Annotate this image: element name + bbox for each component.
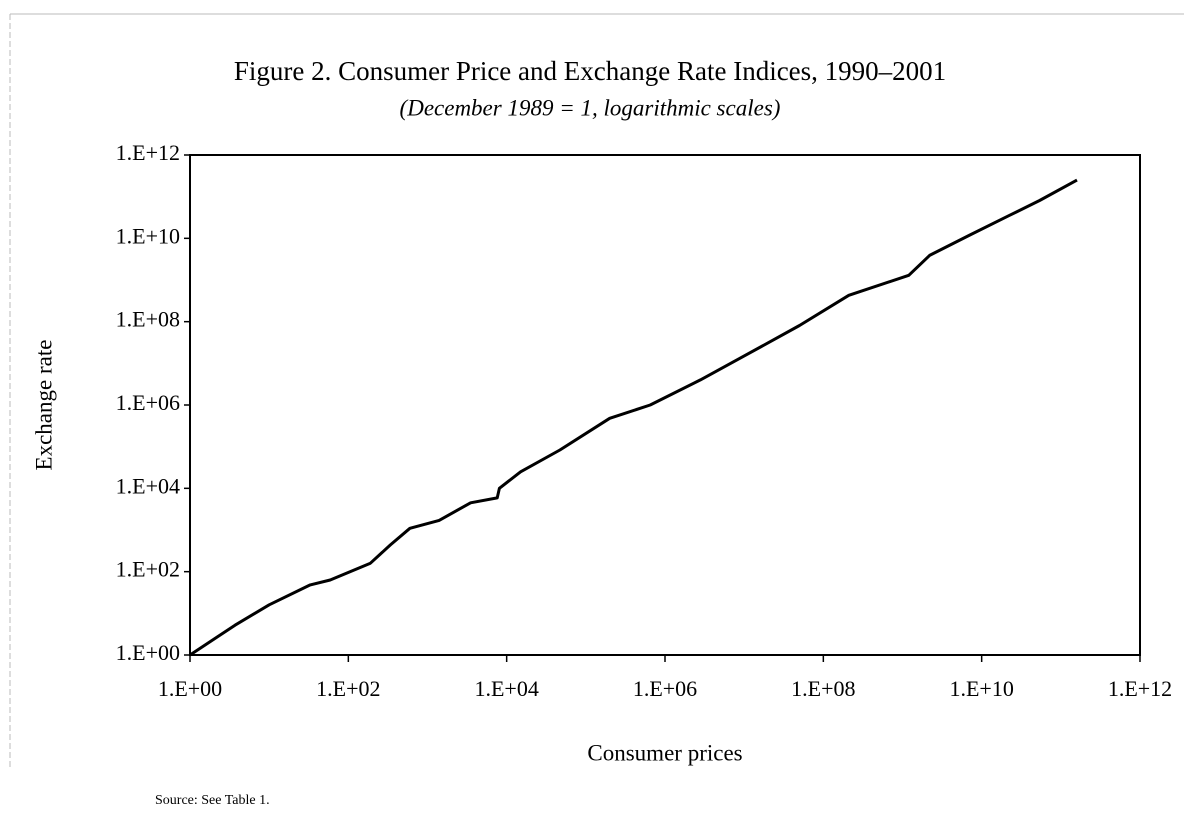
- x-tick-label: 1.E+08: [791, 676, 855, 701]
- x-tick-label: 1.E+02: [316, 676, 380, 701]
- y-tick-label: 1.E+00: [116, 640, 180, 665]
- y-tick-label: 1.E+08: [116, 307, 180, 332]
- y-axis-label: Exchange rate: [31, 340, 56, 471]
- data-line: [189, 178, 1078, 657]
- x-axis-label: Consumer prices: [587, 740, 742, 765]
- y-tick-label: 1.E+12: [116, 140, 180, 165]
- x-tick-label: 1.E+06: [633, 676, 697, 701]
- x-tick-label: 1.E+10: [949, 676, 1013, 701]
- y-tick-label: 1.E+04: [116, 473, 180, 498]
- source-note: Source: See Table 1.: [155, 793, 270, 808]
- x-tick-label: 1.E+12: [1108, 676, 1172, 701]
- x-tick-label: 1.E+00: [158, 676, 222, 701]
- chart-title: Figure 2. Consumer Price and Exchange Ra…: [234, 56, 946, 86]
- y-tick-label: 1.E+02: [116, 557, 180, 582]
- y-tick-label: 1.E+06: [116, 390, 180, 415]
- y-tick-label: 1.E+10: [116, 223, 180, 248]
- x-tick-label: 1.E+04: [474, 676, 538, 701]
- chart-subtitle: (December 1989 = 1, logarithmic scales): [400, 95, 781, 120]
